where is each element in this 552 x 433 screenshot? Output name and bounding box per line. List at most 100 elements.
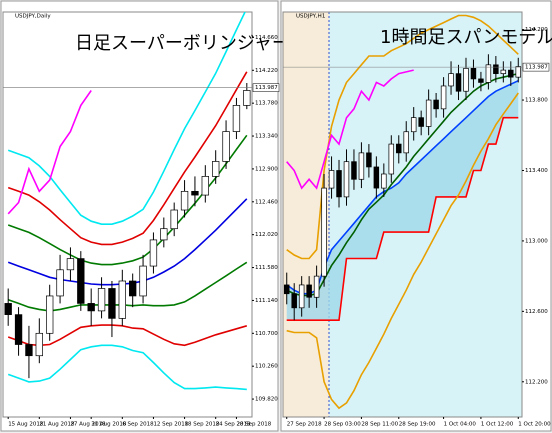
x-tick-label: 1 Oct 12:00 bbox=[481, 422, 514, 428]
indicator-line bbox=[7, 324, 248, 347]
y-tick-label: 110.260 bbox=[255, 364, 278, 370]
candle-body bbox=[485, 64, 492, 83]
candle-body bbox=[478, 78, 484, 83]
indicator-line bbox=[286, 72, 519, 297]
candle-body bbox=[448, 73, 454, 87]
indicator-line bbox=[286, 14, 519, 260]
indicator-line bbox=[286, 69, 414, 190]
last-price-label: 113.987 bbox=[525, 65, 548, 71]
candle-body bbox=[433, 99, 439, 110]
x-tick-label: 24 Sep 2018 bbox=[216, 422, 251, 428]
candle-body bbox=[243, 90, 251, 106]
candle-body bbox=[381, 173, 387, 189]
candle-body bbox=[129, 280, 137, 297]
candle-body bbox=[108, 288, 116, 319]
chart-title: 1時間足スパンモデル bbox=[380, 27, 552, 48]
candle-body bbox=[87, 303, 95, 312]
y-tick-label: 112.200 bbox=[525, 379, 548, 385]
plot-frame bbox=[2, 11, 253, 418]
x-tick-label: 21 Aug 2018 bbox=[39, 422, 75, 428]
x-tick-label: 12 Sep 2018 bbox=[153, 422, 188, 428]
y-tick-label: 114.200 bbox=[525, 27, 548, 33]
candle-body bbox=[515, 66, 522, 78]
plot-frame bbox=[282, 11, 523, 418]
x-tick-label: 28 Sep 2018 bbox=[236, 422, 271, 428]
candle-body bbox=[493, 64, 499, 74]
x-tick-label: 27 Sep 2018 bbox=[287, 422, 322, 428]
candle-body bbox=[373, 166, 380, 189]
x-tick-label: 27 Aug 2018 bbox=[70, 422, 106, 428]
x-tick-label: 15 Aug 2018 bbox=[8, 422, 44, 428]
y-tick-label: 113.400 bbox=[525, 168, 548, 174]
x-tick-label: 28 Sep 11:00 bbox=[361, 422, 398, 428]
x-tick-label: 6 Sep 2018 bbox=[122, 422, 154, 428]
candle-body bbox=[139, 265, 147, 297]
y-tick-label: 114.660 bbox=[255, 35, 278, 41]
chart-title: 日足スーパーボリンジャー bbox=[75, 33, 290, 54]
candle-body bbox=[358, 152, 365, 180]
candle-body bbox=[455, 73, 462, 92]
candle-body bbox=[212, 161, 220, 177]
candle-body bbox=[313, 275, 320, 298]
candle-body bbox=[321, 187, 327, 277]
candle-body bbox=[351, 161, 357, 180]
candle-body bbox=[283, 284, 290, 295]
candle-body bbox=[306, 284, 312, 298]
span-area bbox=[286, 80, 519, 321]
candle-body bbox=[232, 105, 241, 132]
y-tick-label: 112.020 bbox=[255, 232, 278, 238]
candle-body bbox=[298, 284, 305, 309]
candle-body bbox=[77, 258, 85, 304]
y-tick-label: 113.340 bbox=[255, 134, 278, 140]
y-tick-label: 113.780 bbox=[255, 101, 278, 107]
candle-body bbox=[14, 314, 23, 345]
plot bbox=[4, 12, 251, 391]
indicator-line bbox=[7, 198, 248, 286]
candle-body bbox=[440, 85, 447, 110]
symbol-label: USDJPY,H1 bbox=[296, 14, 325, 20]
candle-body bbox=[66, 258, 75, 271]
candle-body bbox=[170, 209, 178, 230]
candle-body bbox=[336, 170, 342, 198]
y-tick-label: 113.800 bbox=[525, 98, 548, 104]
indicator-line bbox=[286, 116, 519, 321]
x-tick-label: 18 Sep 2018 bbox=[185, 422, 220, 428]
y-tick-label: 111.580 bbox=[255, 265, 278, 271]
candle-body bbox=[149, 239, 158, 267]
candle-body bbox=[118, 280, 126, 319]
candle-body bbox=[25, 344, 33, 357]
candle-body bbox=[470, 67, 477, 80]
candle-body bbox=[180, 190, 189, 211]
candle-body bbox=[191, 190, 199, 196]
x-tick-label: 1 Oct 04:00 bbox=[444, 422, 477, 428]
candle-body bbox=[35, 332, 43, 357]
candle-body bbox=[46, 295, 54, 334]
plot bbox=[283, 14, 522, 410]
indicator-line bbox=[7, 90, 92, 215]
candle-body bbox=[508, 69, 514, 78]
candle-body bbox=[160, 228, 168, 241]
y-tick-label: 110.700 bbox=[255, 331, 278, 337]
candle-body bbox=[418, 117, 424, 127]
candle-body bbox=[425, 99, 432, 127]
y-tick-label: 112.460 bbox=[255, 199, 278, 205]
candle-body bbox=[366, 152, 372, 168]
y-tick-label: 109.820 bbox=[255, 397, 278, 403]
candle-body bbox=[97, 288, 106, 312]
x-tick-label: 1 Oct 20:00 bbox=[518, 422, 551, 428]
candle-body bbox=[343, 161, 350, 198]
chart-right: 114.200 113.800 113.400 113.000 112.600 112.2… bbox=[282, 11, 552, 428]
candle-body bbox=[4, 303, 12, 315]
chart-left: 114.660 114.220 113.780 113.340 112.900 112.4… bbox=[2, 11, 290, 428]
last-price-box bbox=[522, 62, 550, 72]
candle-body bbox=[328, 170, 335, 189]
indicator-line bbox=[286, 92, 519, 410]
x-tick-label: 31 Aug 2018 bbox=[91, 422, 127, 428]
y-tick-label: 112.900 bbox=[255, 166, 278, 172]
x-tick-label: 28 Sep 03:00 bbox=[324, 422, 361, 428]
indicator-line bbox=[7, 344, 247, 391]
last-price-box bbox=[252, 83, 280, 92]
last-price-label: 113.987 bbox=[255, 85, 278, 91]
candle-body bbox=[410, 117, 417, 133]
